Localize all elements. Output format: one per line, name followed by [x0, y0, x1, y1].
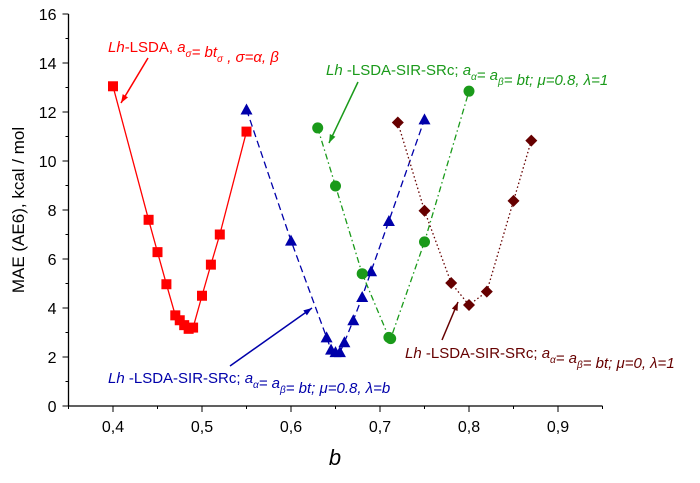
data-point-square: [188, 322, 199, 333]
annotation-subscript: α: [550, 355, 556, 366]
x-tick-label: 0,7: [369, 419, 391, 436]
arrowhead-icon: [329, 134, 336, 143]
y-tick-label: 0: [48, 399, 57, 416]
series-annotation: Lh-LSDA, aσ= btσ , σ=α, β: [108, 39, 279, 66]
data-point-diamond: [463, 299, 475, 312]
annotation-text: = bt: [192, 44, 218, 61]
y-tick-label: 10: [39, 154, 57, 171]
data-point-square: [143, 214, 154, 225]
data-point-circle: [385, 333, 397, 345]
series-line-2: [317, 90, 470, 340]
annotation-text: a: [463, 62, 471, 79]
data-point-triangle: [240, 103, 253, 115]
annotation-subscript: β: [497, 77, 504, 88]
annotation-subscript: β: [279, 385, 286, 396]
data-point-diamond: [507, 194, 520, 207]
y-tick-label: 2: [48, 350, 57, 367]
annotation-arrow-line: [328, 81, 359, 144]
annotation-subscript: α: [253, 380, 259, 391]
data-point-square: [205, 259, 216, 270]
data-point-triangle: [365, 265, 378, 277]
annotation-text: Lh: [108, 39, 125, 56]
annotation-text: -LSDA-SIR-SRc;: [125, 370, 245, 387]
y-tick-label: 16: [39, 7, 57, 24]
x-tick-label: 0,8: [458, 419, 480, 436]
data-point-circle: [419, 236, 430, 248]
annotation-text: Lh: [326, 62, 343, 79]
data-point-circle: [356, 268, 368, 280]
annotation-subscript: α: [471, 72, 477, 83]
annotation-arrow-line: [120, 57, 149, 104]
series-annotation: Lh -LSDA-SIR-SRc; aα= aβ= bt; μ=0.8, λ=1: [326, 62, 608, 89]
data-point-square: [152, 247, 163, 258]
data-point-diamond: [391, 116, 404, 129]
data-point-square: [197, 290, 207, 301]
y-tick-label: 14: [39, 56, 57, 73]
annotation-text: = a: [477, 67, 498, 84]
annotation-text: a: [245, 370, 253, 387]
data-point-circle: [463, 85, 475, 97]
data-point-triangle: [347, 314, 360, 326]
data-point-triangle: [338, 336, 351, 348]
x-tick-label: 0,5: [191, 419, 213, 436]
annotation-arrow-line: [229, 307, 313, 367]
y-tick-label: 8: [48, 203, 57, 220]
arrowhead-icon: [451, 302, 458, 311]
arrowhead-icon: [303, 308, 312, 316]
annotations: Lh-LSDA, aσ= btσ , σ=α, βLh -LSDA-SIR-SR…: [108, 39, 675, 397]
x-axis-label: b: [329, 445, 341, 470]
series-line-3: [397, 122, 532, 306]
x-tick-label: 0,9: [547, 419, 569, 436]
annotation-text: = bt; μ=0.8, λ=1: [504, 72, 608, 89]
annotation-text: Lh: [405, 345, 422, 362]
y-tick-label: 4: [48, 301, 57, 318]
axes: 0,4 0,5 0,6 0,7 0,8 0,9 0 2 4 6 8 10 12 14 16: [39, 7, 603, 436]
data-point-triangle: [333, 346, 346, 358]
series-annotation: Lh -LSDA-SIR-SRc; aα= aβ= bt; μ=0, λ=1: [405, 345, 675, 372]
data-point-triangle: [356, 290, 369, 302]
annotation-text: Lh: [108, 370, 125, 387]
annotation-text: -LSDA-SIR-SRc;: [422, 345, 542, 362]
annotation-text: -LSDA-SIR-SRc;: [343, 62, 463, 79]
data-point-triangle: [418, 113, 431, 125]
annotation-text: a: [177, 39, 185, 56]
data-point-diamond: [418, 204, 431, 217]
y-tick-label: 12: [39, 105, 57, 122]
annotation-text: -LSDA,: [125, 39, 178, 56]
data-point-circle: [312, 122, 324, 134]
series-annotation: Lh -LSDA-SIR-SRc; aα= aβ= bt; μ=0.8, λ=b: [108, 370, 390, 397]
data-point-diamond: [480, 285, 493, 298]
series-line-0: [112, 86, 248, 330]
data-point-diamond: [525, 134, 538, 147]
y-axis-label: MAE (AE6), kcal / mol: [9, 127, 28, 293]
annotation-subscript: β: [576, 360, 583, 371]
arrowhead-icon: [121, 94, 128, 103]
annotation-subscript: σ: [217, 54, 224, 65]
annotation-subscript: σ: [186, 49, 193, 60]
data-point-circle: [330, 180, 341, 192]
series-line-1: [245, 109, 426, 353]
data-point-triangle: [320, 331, 333, 343]
data-point-square: [108, 81, 118, 92]
data-point-diamond: [445, 277, 458, 290]
data-point-square: [214, 229, 225, 240]
data-point-square: [161, 279, 172, 290]
x-tick-label: 0,4: [102, 419, 124, 436]
x-tick-label: 0,6: [280, 419, 302, 436]
annotation-text: , σ=α, β: [223, 49, 279, 66]
y-tick-label: 6: [48, 252, 57, 269]
annotation-text: = bt; μ=0, λ=1: [583, 355, 675, 372]
annotation-text: a: [542, 345, 550, 362]
data-point-triangle: [382, 215, 395, 227]
annotation-text: = a: [259, 375, 280, 392]
annotation-text: = a: [556, 350, 577, 367]
annotation-text: = bt; μ=0.8, λ=b: [286, 380, 390, 397]
data-point-triangle: [285, 234, 297, 246]
series-layer: [108, 81, 538, 358]
data-point-square: [241, 126, 252, 137]
